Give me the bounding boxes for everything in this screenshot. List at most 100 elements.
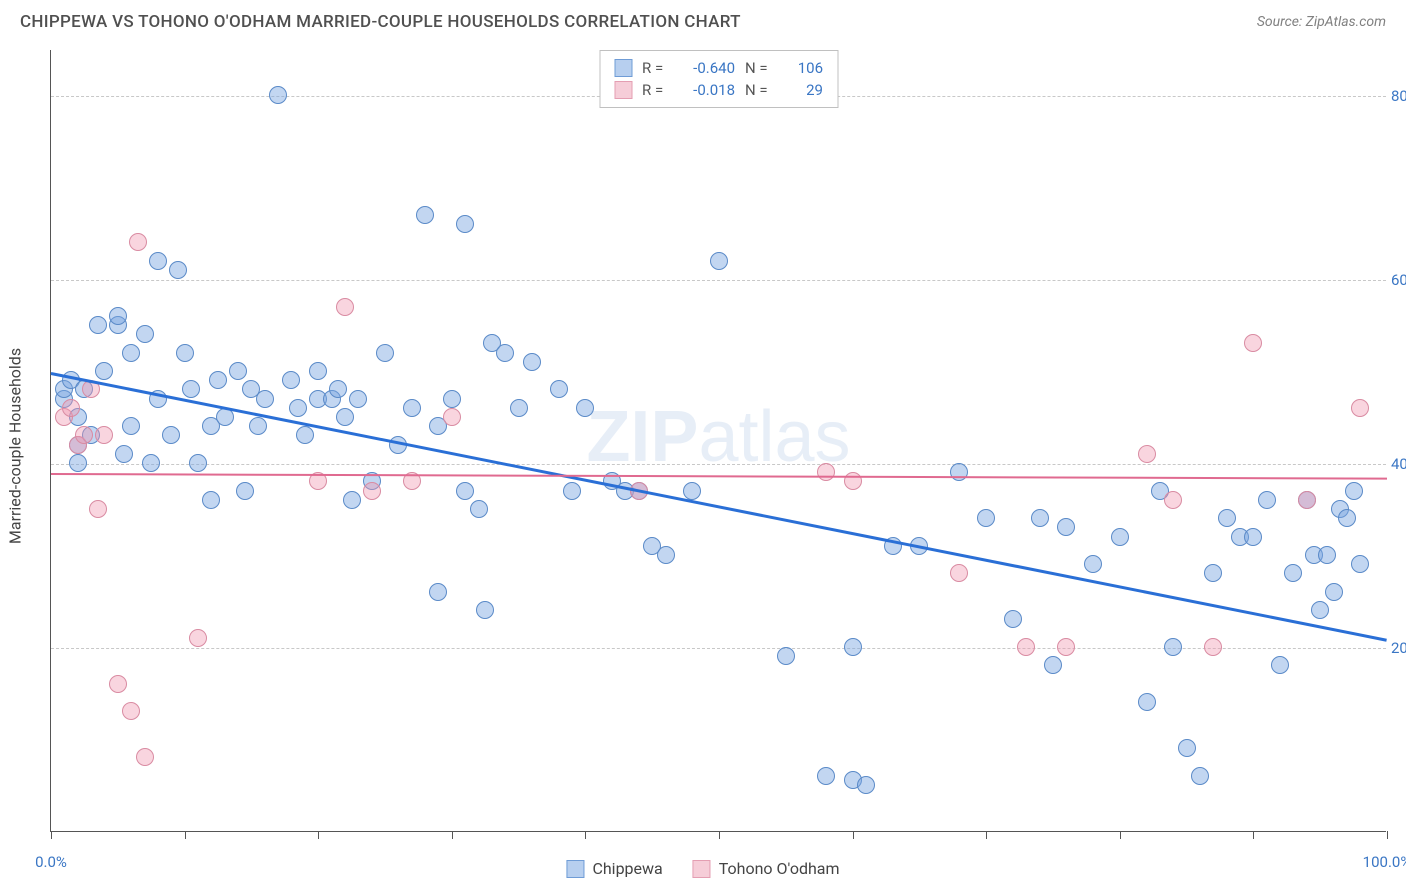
data-point bbox=[817, 463, 835, 481]
data-point bbox=[122, 702, 140, 720]
legend-item: Tohono O'odham bbox=[693, 859, 840, 878]
x-tick bbox=[1253, 831, 1254, 839]
stat-value-n: 29 bbox=[783, 81, 823, 99]
stat-label-n: N = bbox=[745, 59, 773, 77]
data-point bbox=[456, 215, 474, 233]
gridline bbox=[51, 648, 1386, 649]
data-point bbox=[576, 399, 594, 417]
data-point bbox=[1244, 528, 1262, 546]
x-tick bbox=[585, 831, 586, 839]
data-point bbox=[1318, 546, 1336, 564]
data-point bbox=[523, 353, 541, 371]
x-tick bbox=[318, 831, 319, 839]
correlation-stats-box: R =-0.640N =106R =-0.018N =29 bbox=[599, 50, 838, 108]
x-tick bbox=[986, 831, 987, 839]
data-point bbox=[309, 362, 327, 380]
x-tick bbox=[853, 831, 854, 839]
data-point bbox=[1271, 656, 1289, 674]
gridline bbox=[51, 280, 1386, 281]
data-point bbox=[1338, 509, 1356, 527]
data-point bbox=[169, 261, 187, 279]
data-point bbox=[376, 344, 394, 362]
data-point bbox=[296, 426, 314, 444]
data-point bbox=[336, 408, 354, 426]
data-point bbox=[550, 380, 568, 398]
data-point bbox=[176, 344, 194, 362]
data-point bbox=[1138, 693, 1156, 711]
data-point bbox=[1204, 564, 1222, 582]
data-point bbox=[1017, 638, 1035, 656]
data-point bbox=[456, 482, 474, 500]
data-point bbox=[1044, 656, 1062, 674]
data-point bbox=[95, 362, 113, 380]
data-point bbox=[329, 380, 347, 398]
data-point bbox=[269, 86, 287, 104]
chart-source: Source: ZipAtlas.com bbox=[1257, 14, 1386, 30]
data-point bbox=[443, 408, 461, 426]
data-point bbox=[777, 647, 795, 665]
data-point bbox=[336, 298, 354, 316]
data-point bbox=[403, 399, 421, 417]
data-point bbox=[950, 463, 968, 481]
data-point bbox=[1164, 638, 1182, 656]
data-point bbox=[683, 482, 701, 500]
data-point bbox=[1351, 399, 1369, 417]
data-point bbox=[977, 509, 995, 527]
x-tick bbox=[1120, 831, 1121, 839]
gridline bbox=[51, 464, 1386, 465]
x-tick-label: 0.0% bbox=[35, 853, 67, 871]
data-point bbox=[429, 583, 447, 601]
x-tick bbox=[1387, 831, 1388, 839]
data-point bbox=[1057, 518, 1075, 536]
x-tick bbox=[51, 831, 52, 839]
trend-line bbox=[51, 473, 1387, 480]
y-tick-label: 80.0% bbox=[1391, 87, 1406, 105]
stat-label-n: N = bbox=[745, 81, 773, 99]
data-point bbox=[416, 206, 434, 224]
watermark: ZIPatlas bbox=[586, 395, 850, 477]
legend: ChippewaTohono O'odham bbox=[566, 859, 839, 878]
data-point bbox=[75, 426, 93, 444]
data-point bbox=[343, 491, 361, 509]
data-point bbox=[1351, 555, 1369, 573]
data-point bbox=[1258, 491, 1276, 509]
data-point bbox=[1178, 739, 1196, 757]
legend-label: Tohono O'odham bbox=[719, 859, 840, 878]
data-point bbox=[844, 638, 862, 656]
data-point bbox=[142, 454, 160, 472]
data-point bbox=[443, 390, 461, 408]
data-point bbox=[510, 399, 528, 417]
data-point bbox=[136, 325, 154, 343]
trend-line bbox=[51, 372, 1387, 641]
chart-title: CHIPPEWA VS TOHONO O'ODHAM MARRIED-COUPL… bbox=[20, 12, 741, 32]
data-point bbox=[476, 601, 494, 619]
data-point bbox=[857, 776, 875, 794]
data-point bbox=[817, 767, 835, 785]
data-point bbox=[189, 629, 207, 647]
data-point bbox=[129, 233, 147, 251]
data-point bbox=[149, 252, 167, 270]
data-point bbox=[109, 675, 127, 693]
y-axis-label: Married-couple Households bbox=[6, 348, 25, 544]
stat-value-n: 106 bbox=[783, 59, 823, 77]
x-tick-label: 100.0% bbox=[1363, 853, 1406, 871]
data-point bbox=[563, 482, 581, 500]
data-point bbox=[1284, 564, 1302, 582]
data-point bbox=[1244, 334, 1262, 352]
data-point bbox=[249, 417, 267, 435]
data-point bbox=[950, 564, 968, 582]
stat-label-r: R = bbox=[642, 59, 670, 77]
data-point bbox=[289, 399, 307, 417]
x-tick bbox=[452, 831, 453, 839]
data-point bbox=[162, 426, 180, 444]
data-point bbox=[1004, 610, 1022, 628]
data-point bbox=[363, 482, 381, 500]
chart-header: CHIPPEWA VS TOHONO O'ODHAM MARRIED-COUPL… bbox=[0, 0, 1406, 40]
data-point bbox=[62, 399, 80, 417]
stats-row: R =-0.018N =29 bbox=[614, 79, 823, 101]
data-point bbox=[122, 417, 140, 435]
y-tick-label: 20.0% bbox=[1391, 639, 1406, 657]
stat-value-r: -0.640 bbox=[680, 59, 735, 77]
stat-value-r: -0.018 bbox=[680, 81, 735, 99]
data-point bbox=[229, 362, 247, 380]
